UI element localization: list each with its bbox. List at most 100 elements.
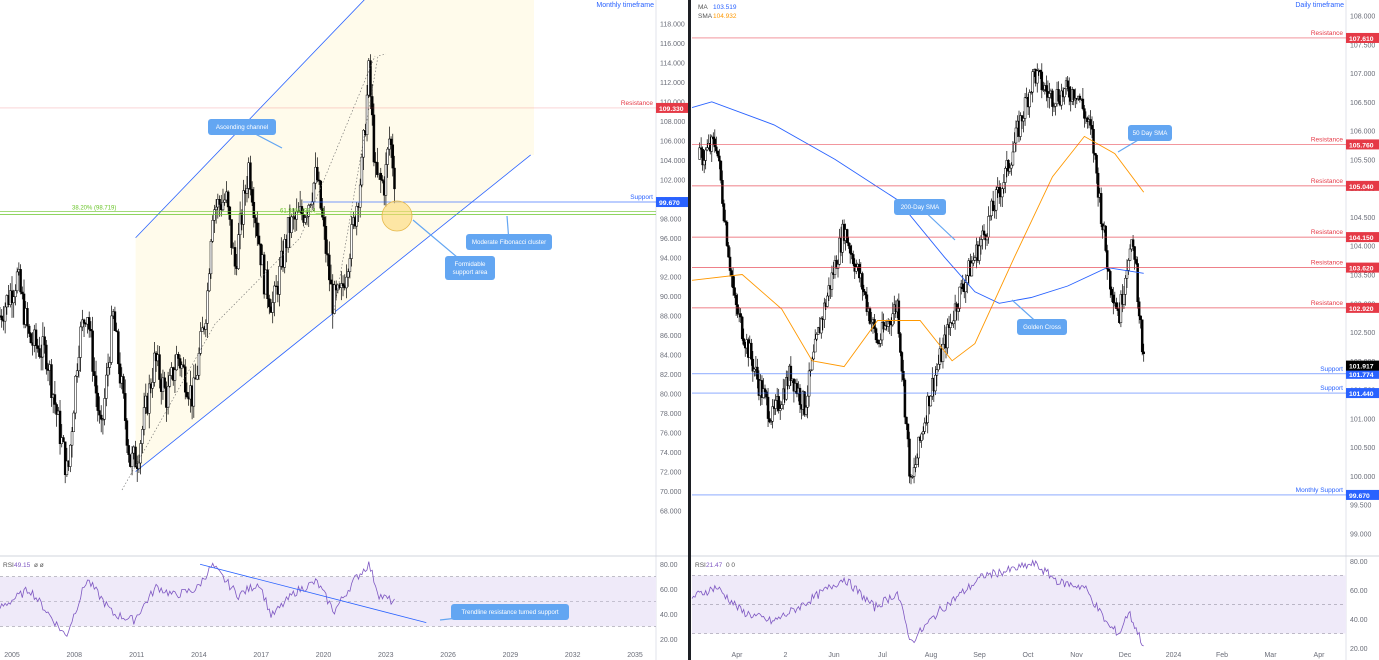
price-tick-label: 78.000 <box>660 411 682 418</box>
candle-body <box>903 379 907 418</box>
candle-body <box>921 431 925 435</box>
candle-body <box>865 294 869 312</box>
candle-body <box>750 342 753 360</box>
candle-body <box>108 362 112 368</box>
candle-body <box>1066 80 1069 88</box>
candle-body <box>1054 103 1057 107</box>
candle-body <box>937 364 940 370</box>
candle-body <box>89 329 93 332</box>
time-tick-label: 2008 <box>67 652 83 659</box>
candle-body <box>153 352 156 383</box>
candle-body <box>1010 164 1013 169</box>
candle-body <box>389 138 393 146</box>
support-label: Support <box>1320 385 1343 392</box>
candle-body <box>221 202 225 211</box>
candle-body <box>765 391 768 398</box>
candle-body <box>740 316 744 339</box>
candle-body <box>768 418 771 423</box>
candle-body <box>961 283 964 290</box>
candle-body <box>98 410 101 416</box>
candle-body <box>328 254 331 281</box>
candle-body <box>1063 88 1066 98</box>
candle-body <box>304 217 307 223</box>
candle-body <box>716 150 720 157</box>
callout-support-area-text: Formidable <box>455 261 487 268</box>
price-tick-label: 106.000 <box>660 138 685 145</box>
callout-200-day-sma-text: 200-Day SMA <box>901 204 940 211</box>
candle-body <box>780 404 783 409</box>
callout-fibonacci-cluster-text: Moderate Fibonacci cluster <box>472 239 546 246</box>
candle-body <box>1051 90 1054 107</box>
time-tick-label: 2023 <box>378 652 394 659</box>
time-tick-label: 2032 <box>565 652 581 659</box>
last-price-tag-text: 101.917 <box>1349 364 1374 371</box>
price-tick-label: 99.500 <box>1350 503 1372 510</box>
callout-fibonacci-cluster-box <box>466 234 552 250</box>
time-tick-label: Jul <box>878 652 887 659</box>
candle-body <box>195 375 199 380</box>
candle-body <box>883 325 887 330</box>
formidable-support-circle <box>381 200 413 232</box>
candle-body <box>994 189 998 211</box>
candle-body <box>305 216 309 218</box>
candle-body <box>204 323 208 330</box>
candle-body <box>727 245 730 258</box>
candle-body <box>110 315 113 363</box>
candle-body <box>778 408 782 411</box>
candle-body <box>1137 301 1141 317</box>
candle-body <box>868 308 872 324</box>
candle-body <box>268 298 271 308</box>
resistance-label: Resistance <box>1311 178 1344 185</box>
candle-body <box>956 308 960 312</box>
candle-body <box>924 422 928 424</box>
candle-body <box>307 205 310 217</box>
candle-body <box>848 245 852 254</box>
candle-body <box>245 188 249 194</box>
candle-body <box>55 404 58 415</box>
price-tick-label: 82.000 <box>660 372 682 379</box>
candle-body <box>812 351 815 360</box>
candle-body <box>21 291 24 295</box>
callout-golden-cross-box <box>1017 319 1067 335</box>
candle-body <box>719 160 723 181</box>
candle-body <box>1029 91 1033 94</box>
level-price-tag-text: 99.670 <box>659 200 680 207</box>
candle-body <box>966 275 969 283</box>
candle-body <box>1099 193 1103 224</box>
candle-body <box>50 364 53 398</box>
candle-body <box>211 220 214 242</box>
price-tick-label: 80.000 <box>660 392 682 399</box>
candle-body <box>393 167 396 190</box>
level-price-tag <box>656 197 690 208</box>
candle-body <box>127 445 130 455</box>
candle-body <box>278 265 281 295</box>
candle-body <box>809 369 812 372</box>
candle-body <box>855 266 858 272</box>
candle-body <box>115 330 118 332</box>
candle-body <box>218 199 221 205</box>
price-tick-label: 100.500 <box>1350 445 1375 452</box>
candle-body <box>815 334 818 340</box>
rsi-tick-label: 20.00 <box>660 637 678 644</box>
time-tick-label: 2020 <box>316 652 332 659</box>
candle-body <box>1131 239 1135 247</box>
candle-body <box>230 219 233 248</box>
resistance-label: Resistance <box>621 100 654 107</box>
candle-body <box>1057 89 1060 102</box>
candle-body <box>997 187 1001 194</box>
price-tick-label: 99.000 <box>1350 531 1372 538</box>
candle-body <box>1045 85 1048 92</box>
candle-body <box>970 262 974 277</box>
time-tick-label: 2014 <box>191 652 207 659</box>
candle-body <box>72 412 76 432</box>
candle-body <box>1093 152 1097 156</box>
level-price-tag <box>1346 302 1379 313</box>
candle-body <box>381 179 384 182</box>
candle-body <box>1096 172 1100 198</box>
candle-body <box>185 391 189 398</box>
candle-body <box>1036 70 1039 84</box>
candle-body <box>355 206 359 227</box>
candle-body <box>142 407 146 430</box>
time-tick-label: Mar <box>1264 652 1277 659</box>
price-tick-label: 74.000 <box>660 450 682 457</box>
